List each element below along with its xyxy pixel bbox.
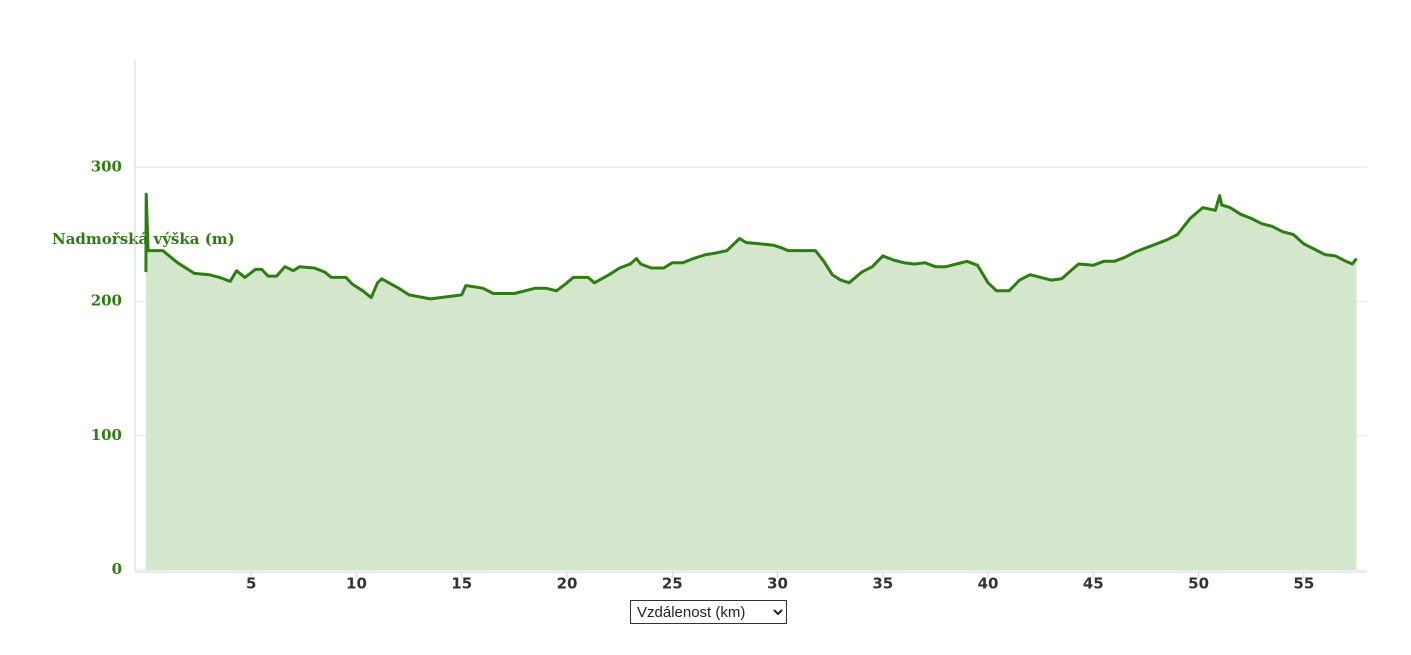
x-tick-label: 35 [872,575,893,593]
y-tick-label: 200 [91,292,122,310]
x-tick-label: 15 [451,575,472,593]
area-line [144,192,1358,301]
x-tick-label: 40 [978,575,999,593]
y-axis-title: Nadmořská výška (m) [52,230,235,248]
x-tick-label: 5 [246,575,256,593]
y-tick-label: 0 [112,560,122,578]
x-tick-label: 30 [767,575,788,593]
y-tick-label: 100 [91,426,122,444]
x-tick-label: 45 [1083,575,1104,593]
area-fill [145,194,1357,570]
x-tick-label: 55 [1293,575,1314,593]
x-axis-selector[interactable]: Vzdálenost (km) [630,600,787,624]
x-tick-label: 50 [1188,575,1209,593]
x-tick-label: 10 [346,575,367,593]
x-tick-label: 20 [557,575,578,593]
y-tick-label: 300 [91,157,122,175]
x-tick-label: 25 [662,575,683,593]
